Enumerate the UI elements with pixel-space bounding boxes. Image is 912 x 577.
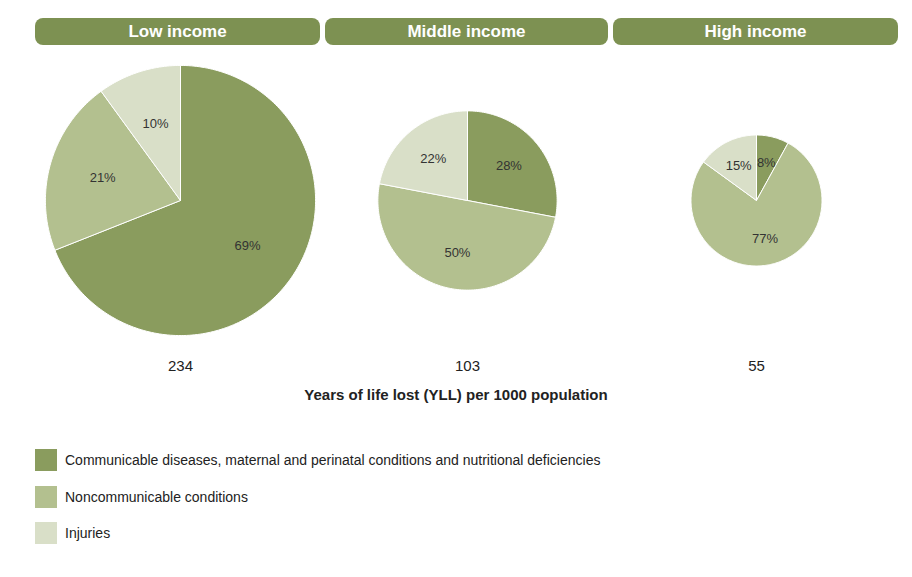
svg-text:50%: 50% (444, 245, 470, 260)
html-text:Years of life lost (YLL) per 1: Years of life lost (YLL) per 1000 popula… (304, 386, 608, 403)
html-text:Low income: Low income (128, 22, 227, 41)
svg-text:22%: 22% (420, 151, 446, 166)
svg-text:77%: 77% (752, 231, 778, 246)
html-text:Middle income: Middle income (407, 22, 526, 41)
svg-text:55: 55 (748, 357, 765, 374)
svg-text:234: 234 (168, 357, 193, 374)
svg-text:10%: 10% (142, 116, 168, 131)
svg-text:15%: 15% (726, 158, 752, 173)
svg-text:103: 103 (455, 357, 480, 374)
svg-text:69%: 69% (235, 238, 261, 253)
html-text:Injuries: Injuries (65, 525, 111, 541)
html-text:Communicable diseases, materna: Communicable diseases, maternal and peri… (65, 452, 601, 468)
svg-text:21%: 21% (90, 170, 116, 185)
svg-text:28%: 28% (496, 158, 522, 173)
html-text:Noncommunicable conditions: Noncommunicable conditions (65, 489, 248, 505)
svg-text:8%: 8% (757, 155, 776, 170)
html-text:High income: High income (704, 22, 807, 41)
